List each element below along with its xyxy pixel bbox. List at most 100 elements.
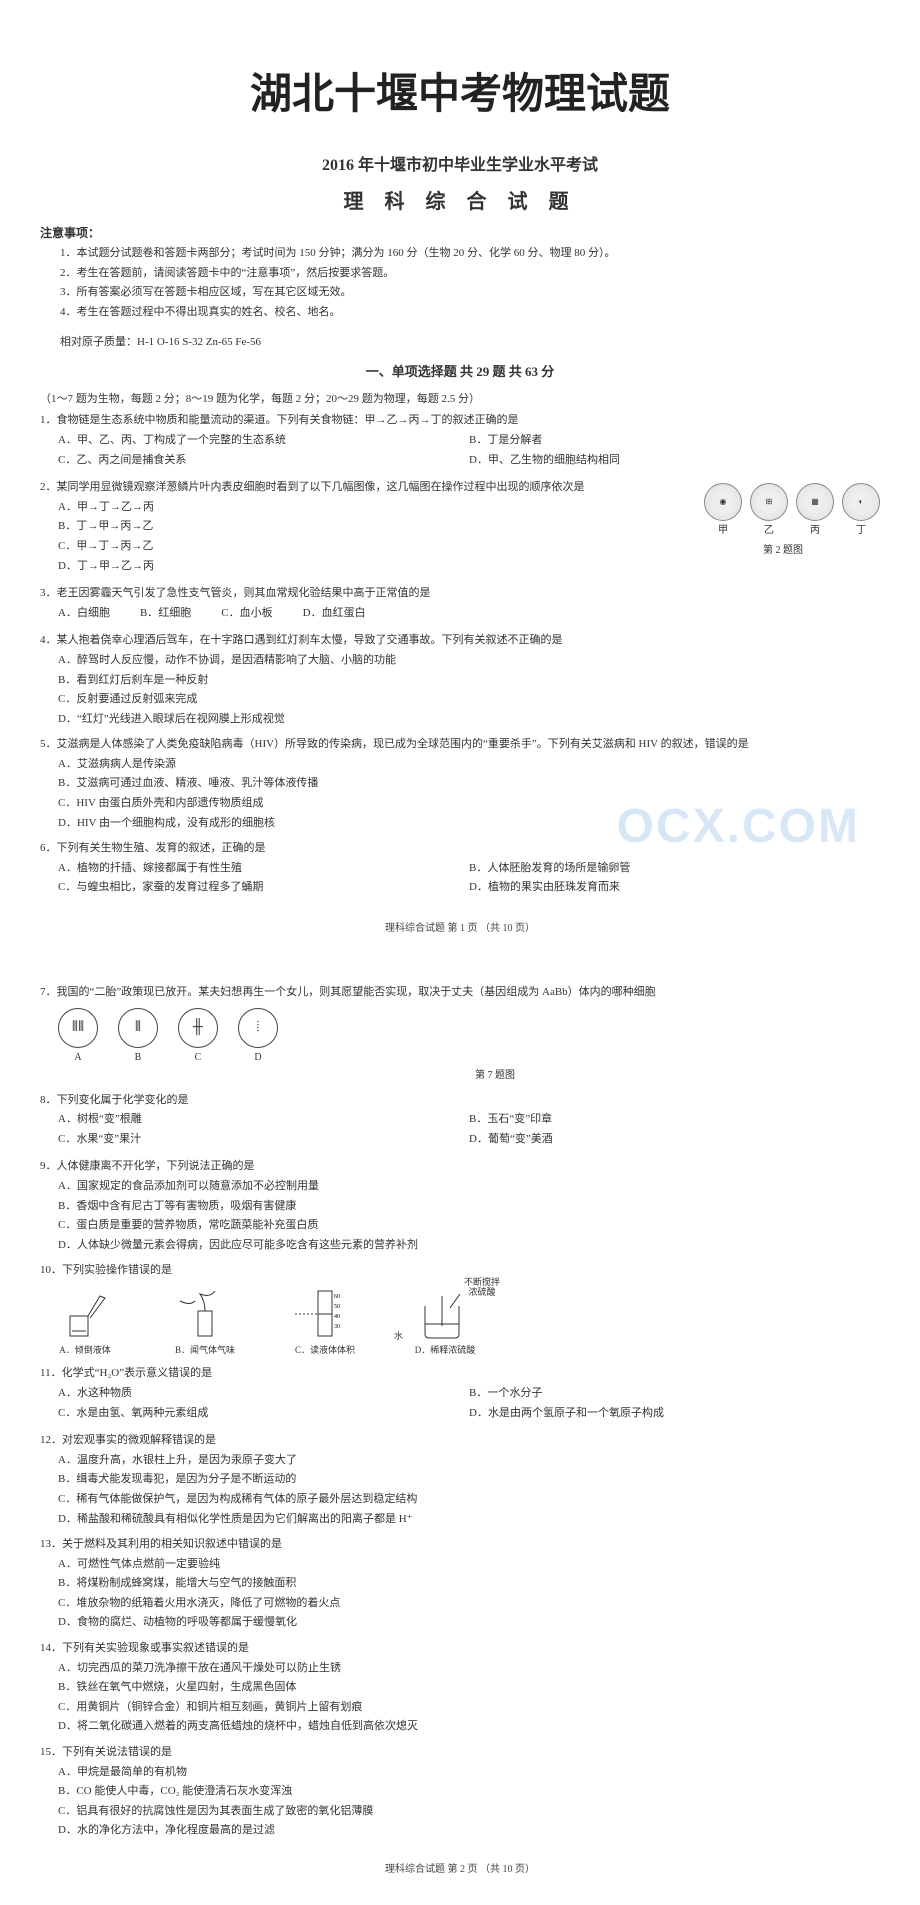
notice-item: 2．考生在答题前，请阅读答题卡中的“注意事项”，然后按要求答题。 xyxy=(60,265,880,283)
q15-opt-c: C．铝具有很好的抗腐蚀性是因为其表面生成了致密的氧化铝薄膜 xyxy=(58,1803,880,1821)
pour-liquid-icon xyxy=(50,1286,120,1341)
q2-opt-d: D．丁→甲→乙→丙 xyxy=(58,558,676,576)
cell-diagram-icon: ╫ xyxy=(178,1008,218,1048)
q2-label-d: 丁 xyxy=(842,523,880,539)
question-13: 13．关于燃料及其利用的相关知识叙述中错误的是 A．可燃性气体点燃前一定要验纯 … xyxy=(40,1536,880,1632)
question-10: 10．下列实验操作错误的是 A．倾倒液体 B．闻气体气味 xyxy=(40,1262,880,1357)
q3-opt-a: A．白细胞 xyxy=(58,605,110,623)
q7-label-b: B xyxy=(118,1050,158,1066)
q15-opt-d: D．水的净化方法中，净化程度最高的是过滤 xyxy=(58,1822,880,1840)
question-1: 1．食物链是生态系统中物质和能量流动的渠道。下列有关食物链：甲→乙→丙→丁的叙述… xyxy=(40,412,880,471)
q6-stem: 6．下列有关生物生殖、发育的叙述，正确的是 xyxy=(40,840,880,858)
svg-text:40: 40 xyxy=(334,1314,340,1320)
q3-opt-b: B．红细胞 xyxy=(140,605,191,623)
page-2: 7．我国的“二胎”政策现已放开。某夫妇想再生一个女儿，则其愿望能否实现，取决于丈… xyxy=(0,964,920,1905)
cell-icon: ◉ xyxy=(704,483,742,521)
q3-stem: 3．老王因雾霾天气引发了急性支气管炎，则其血常规化验结果中高于正常值的是 xyxy=(40,585,880,603)
q5-opt-c: C．HIV 由蛋白质外壳和内部遗传物质组成 xyxy=(58,795,880,813)
q3-opt-d: D．血红蛋白 xyxy=(303,605,366,623)
q13-opt-c: C．堆放杂物的纸箱着火用水浇灭，降低了可燃物的着火点 xyxy=(58,1595,880,1613)
cell-icon: ▦ xyxy=(796,483,834,521)
q7-label-a: A xyxy=(58,1050,98,1066)
q8-opt-d: D．葡萄“变”美酒 xyxy=(469,1131,880,1149)
q12-opt-a: A．温度升高，水银柱上升，是因为汞原子变大了 xyxy=(58,1452,880,1470)
cell-icon: ◐ xyxy=(842,483,880,521)
q12-opt-b: B．缉毒犬能发现毒犯，是因为分子是不断运动的 xyxy=(58,1471,880,1489)
q2-opt-a: A．甲→丁→乙→丙 xyxy=(58,499,676,517)
q2-label-a: 甲 xyxy=(704,523,742,539)
q10-d-water: 水 xyxy=(394,1329,403,1343)
q11-opt-a: A．水这种物质 xyxy=(58,1385,469,1403)
q10-opt-d: D．稀释浓硫酸 xyxy=(400,1343,490,1357)
q12-opt-d: D．稀盐酸和稀硫酸具有相似化学性质是因为它们解离出的阳离子都是 H⁺ xyxy=(58,1511,880,1529)
q4-opt-d: D．“红灯”光线进入眼球后在视网膜上形成视觉 xyxy=(58,711,880,729)
q8-opt-b: B．玉石“变”印章 xyxy=(469,1111,880,1129)
atomic-mass-info: 相对原子质量：H-1 O-16 S-32 Zn-65 Fe-56 xyxy=(60,333,880,349)
q3-opt-c: C．血小板 xyxy=(221,605,272,623)
q9-stem: 9．人体健康离不开化学，下列说法正确的是 xyxy=(40,1158,880,1176)
q11-opt-c: C．水是由氢、氧两种元素组成 xyxy=(58,1405,469,1423)
read-volume-icon: 60 50 40 30 xyxy=(290,1286,360,1341)
question-3: 3．老王因雾霾天气引发了急性支气管炎，则其血常规化验结果中高于正常值的是 A．白… xyxy=(40,585,880,624)
svg-text:30: 30 xyxy=(334,1324,340,1330)
q9-opt-a: A．国家规定的食品添加剂可以随意添加不必控制用量 xyxy=(58,1178,880,1196)
q8-stem: 8．下列变化属于化学变化的是 xyxy=(40,1092,880,1110)
q15-stem: 15．下列有关说法错误的是 xyxy=(40,1744,880,1762)
q7-label-d: D xyxy=(238,1050,278,1066)
q10-stem: 10．下列实验操作错误的是 xyxy=(40,1262,880,1280)
q12-opt-c: C．稀有气体能做保护气，是因为构成稀有气体的原子最外层达到稳定结构 xyxy=(58,1491,880,1509)
q14-stem: 14．下列有关实验现象或事实叙述错误的是 xyxy=(40,1640,880,1658)
q5-opt-b: B．艾滋病可通过血液、精液、唾液、乳汁等体液传播 xyxy=(58,775,880,793)
notice-header: 注意事项： xyxy=(40,224,880,241)
q7-label-c: C xyxy=(178,1050,218,1066)
question-12: 12．对宏观事实的微观解释错误的是 A．温度升高，水银柱上升，是因为汞原子变大了… xyxy=(40,1432,880,1528)
q7-fig-caption: 第 7 题图 xyxy=(110,1068,880,1084)
svg-text:50: 50 xyxy=(334,1304,340,1310)
q9-opt-d: D．人体缺少微量元素会得病，因此应尽可能多吃含有这些元素的营养补剂 xyxy=(58,1237,880,1255)
q1-opt-a: A．甲、乙、丙、丁构成了一个完整的生态系统 xyxy=(58,432,469,450)
q11-opt-b: B．一个水分子 xyxy=(469,1385,880,1403)
notice-item: 4．考生在答题过程中不得出现真实的姓名、校名、地名。 xyxy=(60,304,880,322)
q10-opt-b: B．闻气体气味 xyxy=(160,1343,250,1357)
q10-opt-c: C．读液体体积 xyxy=(280,1343,370,1357)
q13-opt-d: D．食物的腐烂、动植物的呼吸等都属于缓慢氧化 xyxy=(58,1614,880,1632)
page-2-footer: 理科综合试题 第 2 页 （共 10 页） xyxy=(40,1860,880,1875)
svg-text:60: 60 xyxy=(334,1294,340,1300)
question-14: 14．下列有关实验现象或事实叙述错误的是 A．切完西瓜的菜刀洗净擦干放在通风干燥… xyxy=(40,1640,880,1736)
subject-title: 理 科 综 合 试 题 xyxy=(40,185,880,214)
q2-stem: 2．某同学用显微镜观察洋葱鳞片叶内表皮细胞时看到了以下几幅图像，这几幅图在操作过… xyxy=(40,479,676,497)
q5-opt-d: D．HIV 由一个细胞构成，没有成形的细胞核 xyxy=(58,815,880,833)
cell-diagram-icon: ⦀⦀ xyxy=(58,1008,98,1048)
q9-opt-c: C．蛋白质是重要的营养物质，常吃蔬菜能补充蛋白质 xyxy=(58,1217,880,1235)
q5-opt-a: A．艾滋病病人是传染源 xyxy=(58,756,880,774)
exam-header: 2016 年十堰市初中毕业生学业水平考试 xyxy=(40,151,880,175)
q9-opt-b: B．香烟中含有尼古丁等有害物质，吸烟有害健康 xyxy=(58,1198,880,1216)
question-2: 2．某同学用显微镜观察洋葱鳞片叶内表皮细胞时看到了以下几幅图像，这几幅图在操作过… xyxy=(40,479,880,577)
q1-opt-c: C．乙、丙之间是捕食关系 xyxy=(58,452,469,470)
q2-fig-caption: 第 2 题图 xyxy=(686,543,880,559)
q1-stem: 1．食物链是生态系统中物质和能量流动的渠道。下列有关食物链：甲→乙→丙→丁的叙述… xyxy=(40,412,880,430)
q10-d-annot: 不断搅拌 浓硫酸 xyxy=(464,1278,500,1298)
q6-opt-b: B．人体胚胎发育的场所是输卵管 xyxy=(469,860,880,878)
cell-diagram-icon: ⦙ xyxy=(238,1008,278,1048)
question-5: 5．艾滋病是人体感染了人类免疫缺陷病毒（HIV）所导致的传染病，现已成为全球范围… xyxy=(40,736,880,832)
q14-opt-a: A．切完西瓜的菜刀洗净擦干放在通风干燥处可以防止生锈 xyxy=(58,1660,880,1678)
q10-figure-row: A．倾倒液体 B．闻气体气味 60 50 40 30 xyxy=(40,1286,880,1357)
q15-opt-a: A．甲烷是最简单的有机物 xyxy=(58,1764,880,1782)
q14-opt-b: B．铁丝在氧气中燃烧，火星四射，生成黑色固体 xyxy=(58,1679,880,1697)
notice-list: 1．本试题分试题卷和答题卡两部分；考试时间为 150 分钟；满分为 160 分（… xyxy=(60,245,880,321)
smell-gas-icon xyxy=(170,1286,240,1341)
question-9: 9．人体健康离不开化学，下列说法正确的是 A．国家规定的食品添加剂可以随意添加不… xyxy=(40,1158,880,1254)
cell-icon: ⊞ xyxy=(750,483,788,521)
question-6: 6．下列有关生物生殖、发育的叙述，正确的是 A．植物的扦插、嫁接都属于有性生殖 … xyxy=(40,840,880,899)
cell-diagram-icon: ⦀ xyxy=(118,1008,158,1048)
q4-opt-c: C．反射要通过反射弧来完成 xyxy=(58,691,880,709)
q11-stem: 11．化学式“H₂O”表示意义错误的是 xyxy=(40,1365,880,1383)
q13-opt-b: B．将煤粉制成蜂窝煤，能增大与空气的接触面积 xyxy=(58,1575,880,1593)
q11-opt-d: D．水是由两个氢原子和一个氧原子构成 xyxy=(469,1405,880,1423)
q12-stem: 12．对宏观事实的微观解释错误的是 xyxy=(40,1432,880,1450)
q13-opt-a: A．可燃性气体点燃前一定要验纯 xyxy=(58,1556,880,1574)
notice-item: 3．所有答案必须写在答题卡相应区域，写在其它区域无效。 xyxy=(60,284,880,302)
q2-opt-c: C．甲→丁→丙→乙 xyxy=(58,538,676,556)
q1-opt-b: B．丁是分解者 xyxy=(469,432,880,450)
